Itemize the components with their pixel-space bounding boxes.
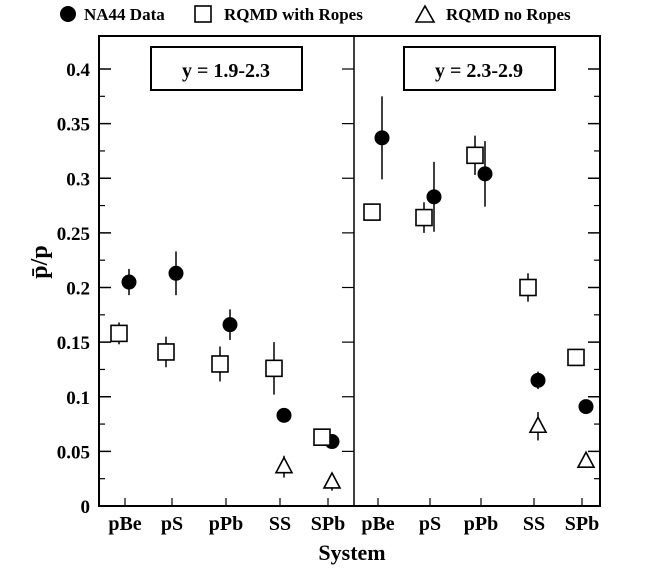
panel-right-label-box [403, 46, 556, 91]
na44-data-point [578, 399, 594, 415]
y-axis-label: p̄/p [27, 245, 53, 278]
na44-data-point [530, 372, 546, 388]
x-axis-category-labels: pBe pS pPb SS SPb pBe pS pPb SS SPb [108, 498, 599, 535]
y-tick-label: 0.35 [57, 115, 90, 136]
rqmd-ropes-point [415, 208, 433, 227]
panel-right: y = 2.3-2.9 [403, 46, 556, 91]
legend-label-na44-data: NA44 Data [84, 5, 165, 24]
na44-data-point [426, 189, 442, 205]
rqmd-no-ropes-point [576, 450, 596, 469]
x-category-label: pS [161, 513, 183, 535]
rqmd-ropes-point [110, 324, 128, 343]
rqmd-ropes-point [313, 428, 331, 446]
legend: NA44 Data RQMD with Ropes RQMD no Ropes [60, 4, 571, 24]
x-category-label: pS [419, 513, 441, 535]
rqmd-ropes-point [211, 355, 229, 373]
rqmd-no-ropes-point [528, 415, 548, 434]
legend-marker-rqmd-no-ropes [414, 4, 436, 23]
legend-marker-rqmd-with-ropes [194, 5, 212, 23]
rqmd-ropes-point [519, 278, 537, 297]
rqmd-no-ropes-point [274, 455, 294, 474]
panel-left-label: y = 1.9-2.3 [182, 60, 270, 82]
na44-data-point [222, 317, 238, 333]
x-category-label: pBe [108, 513, 141, 535]
panel-left-label-box [150, 46, 303, 91]
panel-left: y = 1.9-2.3 [150, 46, 303, 91]
rqmd-ropes-point [567, 348, 585, 367]
rqmd-no-ropes-point [322, 471, 342, 489]
y-axis-ticks [99, 68, 600, 507]
legend-label-rqmd-with-ropes: RQMD with Ropes [224, 5, 363, 24]
rqmd-ropes-point [265, 359, 283, 378]
na44-data-point [168, 265, 184, 281]
na44-data-point [374, 130, 390, 146]
y-tick-label: 0.3 [66, 169, 90, 190]
rqmd-ropes-point [363, 203, 381, 221]
x-category-label: SPb [565, 513, 599, 535]
legend-marker-na44-data [60, 6, 76, 22]
x-category-label: pPb [209, 513, 243, 535]
x-category-label: SS [523, 513, 545, 535]
x-category-label: pPb [464, 513, 498, 535]
x-category-label: SPb [311, 513, 345, 535]
na44-data-point [477, 166, 493, 182]
y-tick-label: 0.1 [66, 388, 90, 409]
y-tick-label: 0.25 [57, 224, 90, 245]
y-tick-label: 0.15 [57, 333, 90, 354]
y-tick-label: 0.4 [66, 60, 90, 81]
x-category-label: pBe [361, 513, 394, 535]
y-tick-label: 0.2 [66, 279, 90, 300]
y-axis-tick-labels: 0 0.05 0.1 0.15 0.2 0.25 0.3 0.35 0.4 [57, 60, 91, 518]
data-points [110, 96, 596, 491]
legend-label-rqmd-no-ropes: RQMD no Ropes [446, 5, 571, 24]
x-category-label: SS [269, 513, 291, 535]
y-tick-label: 0 [81, 497, 91, 518]
panel-right-label: y = 2.3-2.9 [435, 60, 523, 82]
na44-data-point [276, 407, 292, 423]
rqmd-ropes-point [157, 343, 175, 361]
y-tick-label: 0.05 [57, 442, 90, 463]
rqmd-ropes-point [466, 146, 484, 165]
na44-data-point [121, 274, 137, 290]
x-axis-label: System [318, 540, 385, 565]
